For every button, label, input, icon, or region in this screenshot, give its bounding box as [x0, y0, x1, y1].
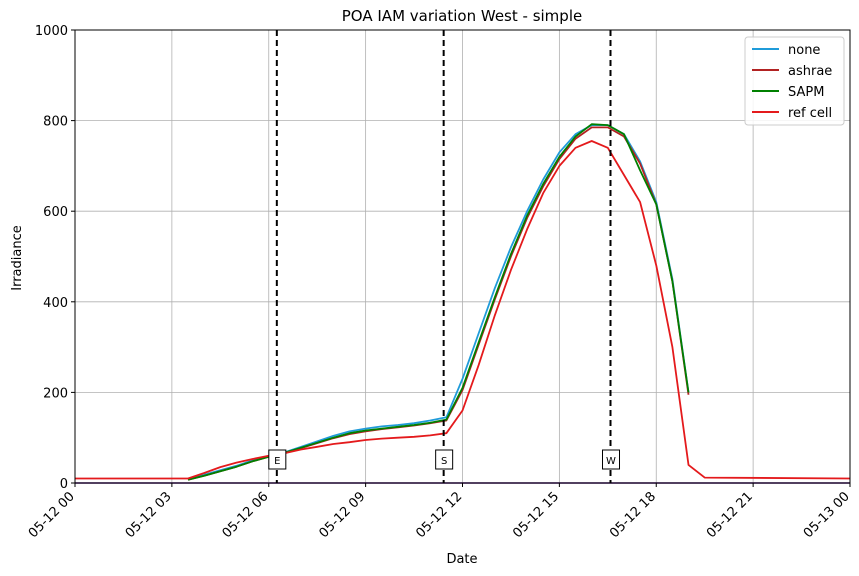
legend-label: none	[788, 43, 820, 58]
marker-label-e: E	[274, 456, 280, 467]
legend-label: ashrae	[788, 64, 832, 79]
legend-label: SAPM	[788, 85, 824, 100]
y-axis-label: Irradiance	[10, 225, 25, 290]
marker-label-w: W	[606, 456, 616, 467]
y-tick-label: 1000	[35, 24, 68, 39]
series-line-ref-cell	[75, 140, 851, 480]
marker-label-box	[602, 449, 621, 470]
y-tick-label: 600	[43, 205, 68, 220]
legend-box	[744, 36, 845, 126]
x-axis-label: Date	[446, 552, 477, 567]
marker-label-box	[435, 449, 454, 470]
legend-label: ref cell	[788, 106, 832, 121]
marker-label-s: S	[441, 456, 447, 467]
y-tick-label: 200	[43, 386, 68, 401]
chart-title: POA IAM variation West - simple	[342, 7, 582, 25]
legend: none ashrae SAPM ref cell	[744, 36, 845, 126]
y-tick-label: 0	[60, 477, 68, 492]
y-tick-label: 800	[43, 115, 68, 130]
marker-label-box	[268, 449, 287, 470]
y-tick-label: 400	[43, 296, 68, 311]
y-axis: 0 200 400 600 800 1000	[35, 24, 75, 492]
